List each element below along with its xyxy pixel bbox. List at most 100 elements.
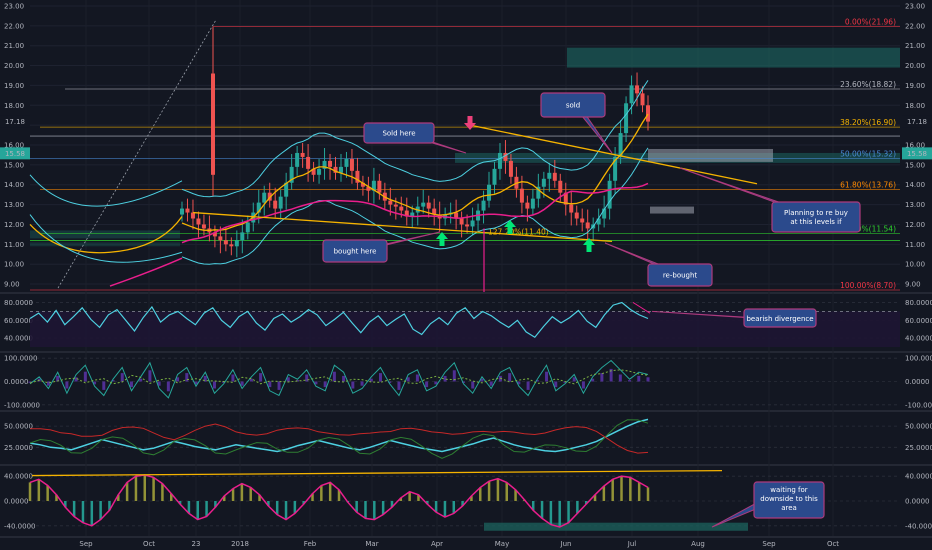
time-axis-tick: Jul <box>627 540 637 548</box>
candle-body <box>596 218 601 225</box>
callout-box <box>753 481 825 519</box>
price-panel-bg <box>0 0 932 292</box>
oscillator-1-tick-right: 80.0000 <box>905 299 932 307</box>
support-zone-left <box>30 230 180 239</box>
candle-body <box>190 212 195 219</box>
last-price-tag-right-bg <box>902 115 932 128</box>
candle-body <box>635 85 640 94</box>
fib-level-label: 38.20%(16.90) <box>840 118 896 127</box>
oscillator-2-tick-left: 100.0000 <box>4 355 37 363</box>
candle-body <box>530 198 535 209</box>
candle-body <box>624 103 629 134</box>
time-axis-tick: Oct <box>827 540 839 548</box>
oscillator-1-tick-right: 60.0000 <box>905 317 932 325</box>
candle-body <box>267 192 272 201</box>
buy-arrow-icon <box>504 220 516 234</box>
candle-body <box>185 208 190 213</box>
candle-body <box>569 204 574 213</box>
candle-body <box>295 152 300 167</box>
oscillator-3-tick-left: 50.0000 <box>4 423 33 431</box>
fib-level-label: 61.80%(13.76) <box>840 181 896 190</box>
candle-body <box>212 232 217 237</box>
candle-body <box>333 166 338 173</box>
bollinger-upper <box>181 80 649 198</box>
divergence-line <box>632 302 651 314</box>
oscillator-2-tick-right: 100.0000 <box>905 355 932 363</box>
buy-arrow-icon <box>583 238 595 252</box>
candle-body <box>322 160 327 169</box>
candle-body <box>563 192 568 205</box>
price-axis-tick-left: 14.00 <box>4 181 24 189</box>
callout-text: Sold here <box>382 130 415 138</box>
oscillator-2-tick-right: -100.0000 <box>905 401 932 409</box>
candle-body <box>289 166 294 183</box>
callout-text: waiting for <box>770 486 808 494</box>
candle-body <box>421 202 426 207</box>
oscillator-3-plus-line <box>29 419 649 459</box>
price-axis-tick-right: 12.00 <box>905 221 925 229</box>
price-axis-tick-left: 19.00 <box>4 82 24 90</box>
price-axis-tick-left: 16.00 <box>4 142 24 150</box>
candle-body <box>399 206 404 211</box>
candle-body <box>558 180 563 193</box>
candle-body <box>410 212 415 217</box>
candle-body <box>273 200 278 209</box>
bollinger-lower <box>181 147 649 265</box>
time-axis-tick: Jun <box>560 540 572 548</box>
oscillator-2-tick-right: 0.0000 <box>905 378 930 386</box>
candle-body <box>646 105 650 122</box>
candle-body <box>602 208 607 219</box>
price-axis-tick-right: 22.00 <box>905 22 925 30</box>
resistance-trendline <box>469 124 758 185</box>
price-tag-left: 15.58 <box>5 150 25 158</box>
oscillator-4-trendline <box>31 469 723 477</box>
price-axis-tick-left: 15.00 <box>4 161 24 169</box>
candle-body <box>454 212 459 219</box>
oscillator-1-tick-left: 80.0000 <box>4 299 33 307</box>
candle-body <box>497 152 502 169</box>
time-axis-tick: Oct <box>143 540 155 548</box>
candle-body <box>470 220 475 227</box>
oscillator-1-tick-left: 40.0000 <box>4 335 33 343</box>
time-axis-tick: 2018 <box>231 540 249 548</box>
oscillator-4-tick-left: 0.0000 <box>4 498 29 506</box>
price-axis-tick-left: 13.00 <box>4 201 24 209</box>
last-price-tag-bg <box>0 115 30 128</box>
candle-body <box>492 168 497 185</box>
oscillator-4-tick-right: 0.0000 <box>905 498 930 506</box>
oscillator-2-tick-left: 0.0000 <box>4 378 29 386</box>
oscillator-3-tick-left: 25.0000 <box>4 444 33 452</box>
candle-body <box>459 218 464 225</box>
time-axis-tick: Sep <box>79 540 93 548</box>
candle-body <box>360 182 365 187</box>
target-downside-zone <box>484 522 748 531</box>
time-axis-tick: Sep <box>762 540 776 548</box>
price-axis-tick-right: 23.00 <box>905 2 925 10</box>
oscillator-4-tick-left: 40.0000 <box>4 473 33 481</box>
spike-body <box>211 73 215 175</box>
candle-body <box>388 200 393 205</box>
candle-body <box>234 240 239 247</box>
last-price-tag-right: 17.18 <box>907 118 927 126</box>
support-zone-left-2 <box>30 242 180 247</box>
last-price-tag: 17.18 <box>5 118 25 126</box>
candle-body <box>541 178 546 187</box>
price-axis-tick-left: 9.00 <box>4 281 20 289</box>
support-trendline <box>192 211 613 242</box>
callout-text: bought here <box>334 248 377 256</box>
price-axis-tick-left: 23.00 <box>4 2 24 10</box>
price-axis-tick-right: 18.00 <box>905 102 925 110</box>
candle-body <box>355 170 360 183</box>
fib-level-label: 100.00%(8.70) <box>840 281 896 290</box>
price-axis-tick-right: 20.00 <box>905 62 925 70</box>
price-axis-tick-left: 20.00 <box>4 62 24 70</box>
bollinger-lower-early <box>29 214 183 263</box>
candle-body <box>487 184 492 201</box>
price-axis-tick-right: 19.00 <box>905 82 925 90</box>
oscillator-3-tick-right: 25.0000 <box>905 444 932 452</box>
oscillator-1-line <box>29 301 649 338</box>
candle-body <box>223 240 228 245</box>
price-axis-tick-left: 10.00 <box>4 261 24 269</box>
candle-body <box>508 160 513 177</box>
